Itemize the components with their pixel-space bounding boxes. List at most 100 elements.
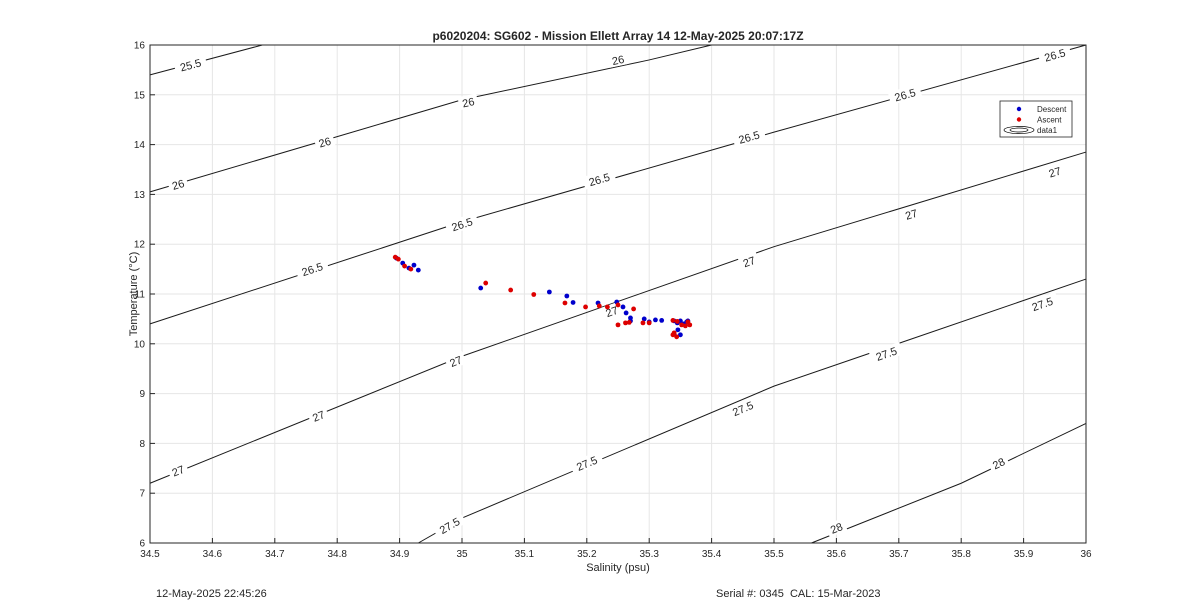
contour-label: 25.5 (179, 57, 203, 74)
contour-label: 27.5 (1031, 296, 1055, 314)
contour-label: 26.5 (301, 261, 325, 279)
contour-label-group: 26 (457, 93, 479, 111)
contour-label-bg (737, 251, 760, 271)
x-tick-label: 35 (456, 549, 468, 560)
point-descent (653, 317, 658, 323)
point-ascent (679, 322, 685, 328)
contour-label: 27 (742, 255, 758, 270)
x-tick-label: 35.3 (639, 549, 659, 560)
y-tick-label: 10 (134, 339, 146, 350)
contour-label-group: 28 (987, 452, 1010, 473)
y-tick-label: 16 (134, 41, 146, 52)
contour-label: 27 (311, 409, 327, 425)
x-tick-label: 35.8 (951, 549, 971, 560)
contour-label-bg (900, 204, 923, 223)
density-contours: 25.52626262626.526.526.526.526.526.52727… (149, 43, 1087, 544)
point-descent (570, 300, 576, 305)
contour-label-group: 28 (824, 518, 848, 538)
contour-label-bg (166, 175, 189, 193)
x-tick-label: 35.9 (1014, 549, 1034, 560)
contour-line-28 (811, 423, 1087, 544)
chart-title: p6020204: SG602 - Mission Ellett Array 1… (432, 29, 803, 43)
point-ascent (402, 263, 407, 269)
x-tick-label: 35.4 (702, 549, 722, 560)
x-tick-label: 35.7 (889, 549, 909, 560)
point-descent (641, 316, 647, 322)
contour-label-bg (457, 93, 479, 111)
contour-label: 26 (317, 136, 332, 151)
contour-label-group: 26.5 (731, 125, 767, 148)
point-ascent (623, 320, 628, 326)
contour-label: 28 (829, 521, 845, 537)
point-ascent (408, 266, 414, 272)
legend-marker-descent (1016, 106, 1022, 112)
point-ascent (615, 322, 621, 328)
x-tick-label: 34.9 (390, 549, 410, 560)
contour-label: 27 (1047, 165, 1062, 180)
contour-label-bg (432, 511, 467, 539)
contour-label-bg (444, 351, 467, 371)
point-ascent (687, 322, 693, 328)
contour-label-bg (607, 51, 629, 68)
y-tick-label: 6 (139, 539, 145, 550)
contour-label-group: 26 (607, 51, 629, 68)
point-descent (411, 262, 417, 268)
footer-timestamp: 12-May-2025 22:45:26 (156, 588, 267, 600)
axis-ticks: 34.5 34.6 34.7 34.8 34.9 35 35.1 35.2 35.3 35.4 35… (134, 41, 1092, 561)
point-ascent (615, 302, 621, 308)
contour-label-bg (868, 341, 904, 365)
contour-label: 26 (461, 96, 475, 110)
contour-label-bg (294, 257, 330, 280)
legend-label: Ascent (1037, 116, 1062, 125)
contour-label-group: 26.5 (1037, 43, 1072, 66)
contour-label: 27 (171, 464, 187, 480)
point-ascent (640, 320, 646, 326)
point-ascent (583, 304, 588, 310)
contour-label-group: 27 (307, 405, 330, 426)
point-descent (546, 289, 552, 295)
contour-label-group: 27.5 (1024, 292, 1060, 315)
point-descent (623, 310, 629, 316)
point-descent (620, 304, 626, 310)
x-tick-label: 34.6 (203, 549, 223, 560)
x-tick-label: 34.7 (265, 549, 285, 560)
point-ascent (682, 323, 688, 329)
contour-label: 26.5 (893, 87, 917, 104)
contour-label-group: 27 (166, 460, 190, 480)
contour-label-bg (307, 405, 330, 426)
y-tick-label: 14 (134, 140, 146, 151)
point-ascent (670, 317, 676, 323)
contour-label-bg (725, 395, 760, 421)
footer-serial-cal: Serial #: 0345 CAL: 15-Mar-2023 (716, 588, 881, 600)
contour-label: 28 (991, 456, 1007, 472)
contour-line-26.5 (149, 44, 1087, 325)
contour-line-25.5 (149, 44, 263, 76)
contour-label-group: 27 (444, 351, 467, 371)
point-descent (478, 285, 484, 291)
x-tick-label: 36 (1080, 549, 1092, 560)
contour-label-group: 26.5 (294, 257, 330, 280)
contour-label-group: 26 (313, 132, 336, 151)
point-ascent (646, 320, 652, 326)
contour-label-group: 27 (737, 251, 760, 271)
x-tick-label: 35.1 (515, 549, 535, 560)
contour-label: 27 (904, 208, 919, 223)
point-ascent (674, 318, 680, 324)
contour-line-26 (149, 44, 712, 193)
point-ascent (395, 256, 401, 262)
y-axis-label: Temperature (°C) (128, 252, 140, 336)
contour-label-group: 25.5 (173, 54, 208, 75)
contour-label-bg (731, 125, 767, 148)
y-tick-label: 13 (134, 190, 146, 201)
x-tick-label: 35.5 (764, 549, 784, 560)
contour-label-bg (173, 54, 208, 75)
y-tick-label: 7 (139, 489, 145, 500)
contour-label-bg (166, 460, 190, 480)
contour-label-bg (1043, 162, 1066, 181)
y-tick-label: 8 (139, 439, 145, 450)
contour-label-bg (569, 450, 604, 476)
contour-label-bg (824, 518, 848, 538)
contour-label-group: 27 (900, 204, 923, 223)
x-tick-label: 35.2 (577, 549, 597, 560)
